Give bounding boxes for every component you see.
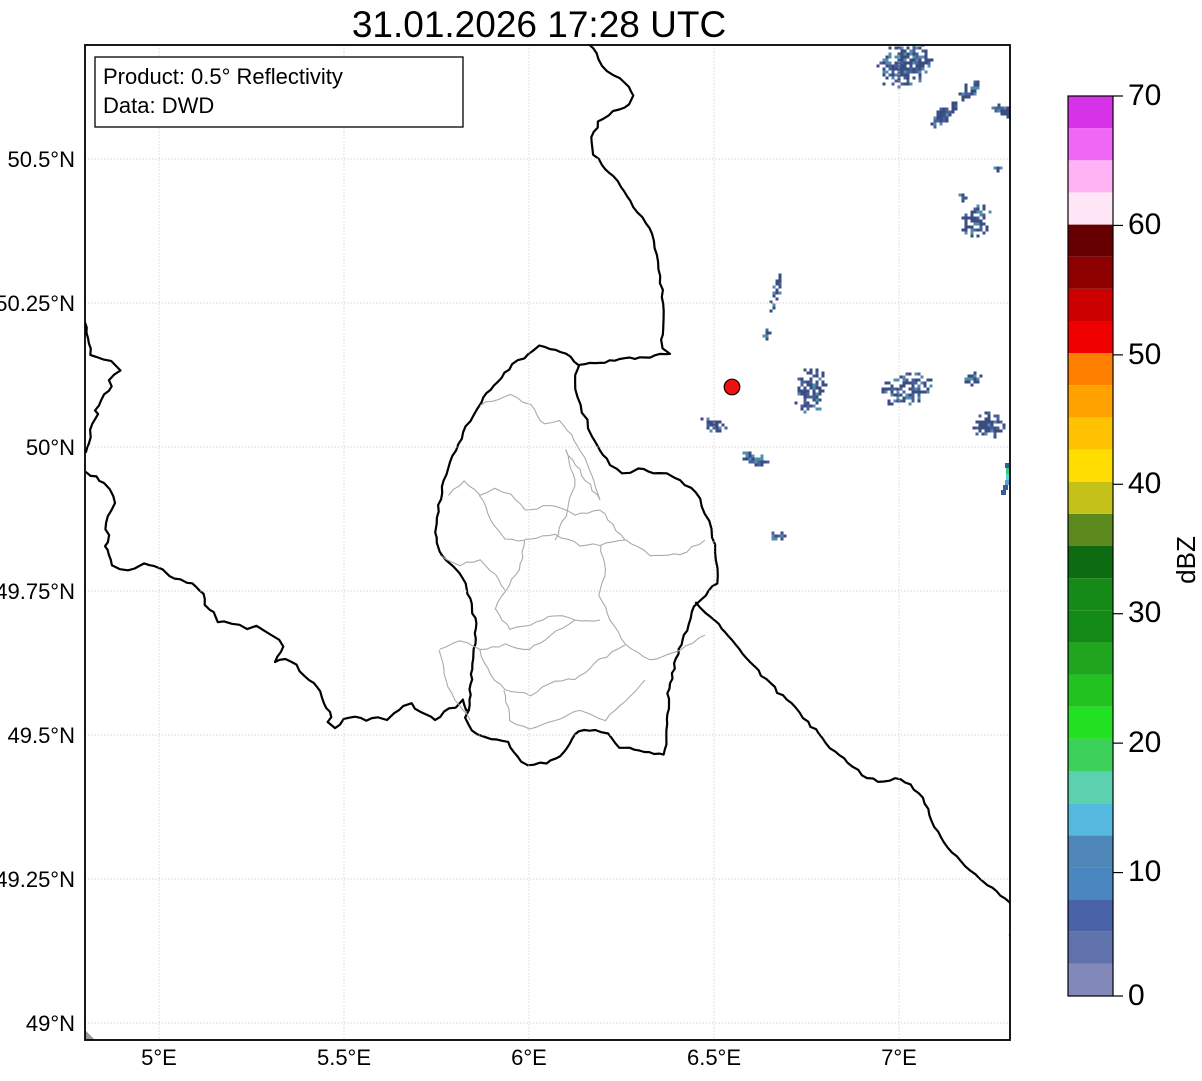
svg-text:49°N: 49°N (26, 1011, 75, 1036)
svg-text:Product: 0.5° Reflectivity: Product: 0.5° Reflectivity (103, 64, 343, 89)
svg-text:70: 70 (1128, 79, 1161, 112)
svg-text:30: 30 (1128, 596, 1161, 629)
svg-text:5°E: 5°E (141, 1045, 177, 1070)
svg-text:6°E: 6°E (511, 1045, 547, 1070)
svg-text:60: 60 (1128, 208, 1161, 241)
svg-text:Data: DWD: Data: DWD (103, 93, 214, 118)
svg-text:49.75°N: 49.75°N (0, 579, 75, 604)
svg-text:5.5°E: 5.5°E (317, 1045, 371, 1070)
svg-text:0: 0 (1128, 979, 1145, 1012)
svg-text:6.5°E: 6.5°E (687, 1045, 741, 1070)
svg-text:49.25°N: 49.25°N (0, 867, 75, 892)
svg-text:40: 40 (1128, 467, 1161, 500)
svg-text:50.5°N: 50.5°N (7, 147, 75, 172)
svg-text:7°E: 7°E (881, 1045, 917, 1070)
svg-text:dBZ: dBZ (1171, 536, 1201, 584)
svg-text:10: 10 (1128, 855, 1161, 888)
svg-text:31.01.2026 17:28 UTC: 31.01.2026 17:28 UTC (352, 4, 726, 45)
svg-text:20: 20 (1128, 726, 1161, 759)
svg-text:50: 50 (1128, 338, 1161, 371)
svg-text:50.25°N: 50.25°N (0, 291, 75, 316)
svg-text:50°N: 50°N (26, 435, 75, 460)
svg-text:49.5°N: 49.5°N (7, 723, 75, 748)
